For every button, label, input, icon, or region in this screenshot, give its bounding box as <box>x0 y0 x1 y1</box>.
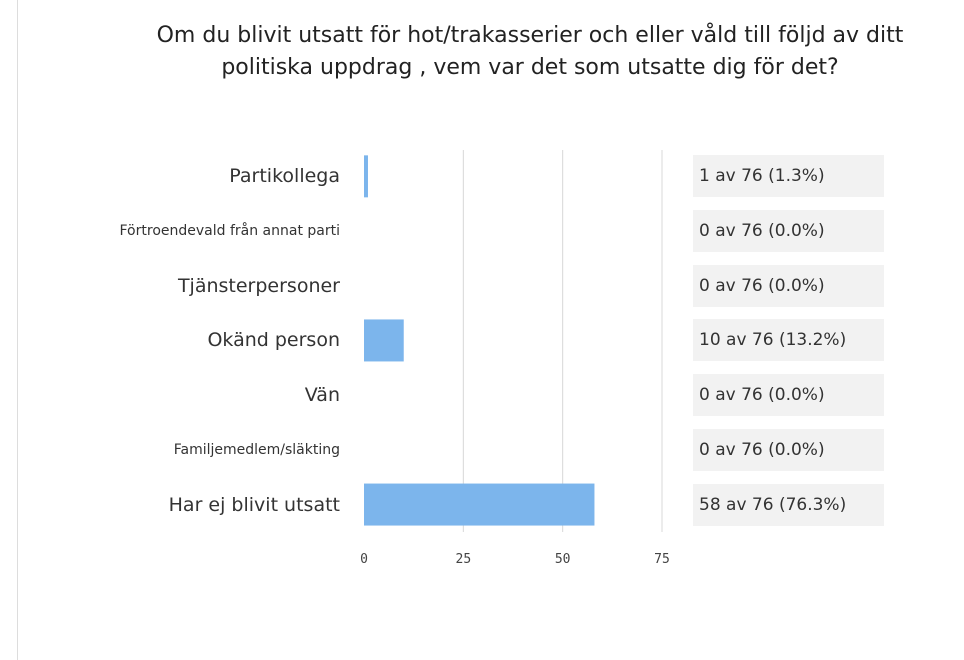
value-label: 0 av 76 (0.0%) <box>693 210 884 253</box>
bar <box>364 483 595 526</box>
x-tick-label: 75 <box>654 552 670 567</box>
x-tick-label: 0 <box>360 552 368 567</box>
value-label: 1 av 76 (1.3%) <box>693 155 884 198</box>
y-tick-label: Okänd person <box>207 329 340 352</box>
y-tick-label: Familjemedlem/släkting <box>173 441 340 458</box>
bar <box>364 155 368 198</box>
chart-title: Om du blivit utsatt för hot/trakasserier… <box>156 23 904 80</box>
y-tick-label: Partikollega <box>229 165 340 188</box>
value-label: 0 av 76 (0.0%) <box>693 374 884 417</box>
value-label: 0 av 76 (0.0%) <box>693 428 884 471</box>
x-tick-label: 50 <box>555 552 571 567</box>
value-label: 0 av 76 (0.0%) <box>693 264 884 307</box>
value-label: 58 av 76 (76.3%) <box>693 483 884 526</box>
value-label: 10 av 76 (13.2%) <box>693 319 884 362</box>
y-tick-label: Vän <box>304 384 340 407</box>
y-tick-label: Har ej blivit utsatt <box>168 493 340 516</box>
y-tick-label: Förtroendevald från annat parti <box>119 223 341 240</box>
y-tick-label: Tjänsterpersoner <box>177 274 340 297</box>
x-tick-label: 25 <box>456 552 472 567</box>
bar <box>364 319 404 362</box>
